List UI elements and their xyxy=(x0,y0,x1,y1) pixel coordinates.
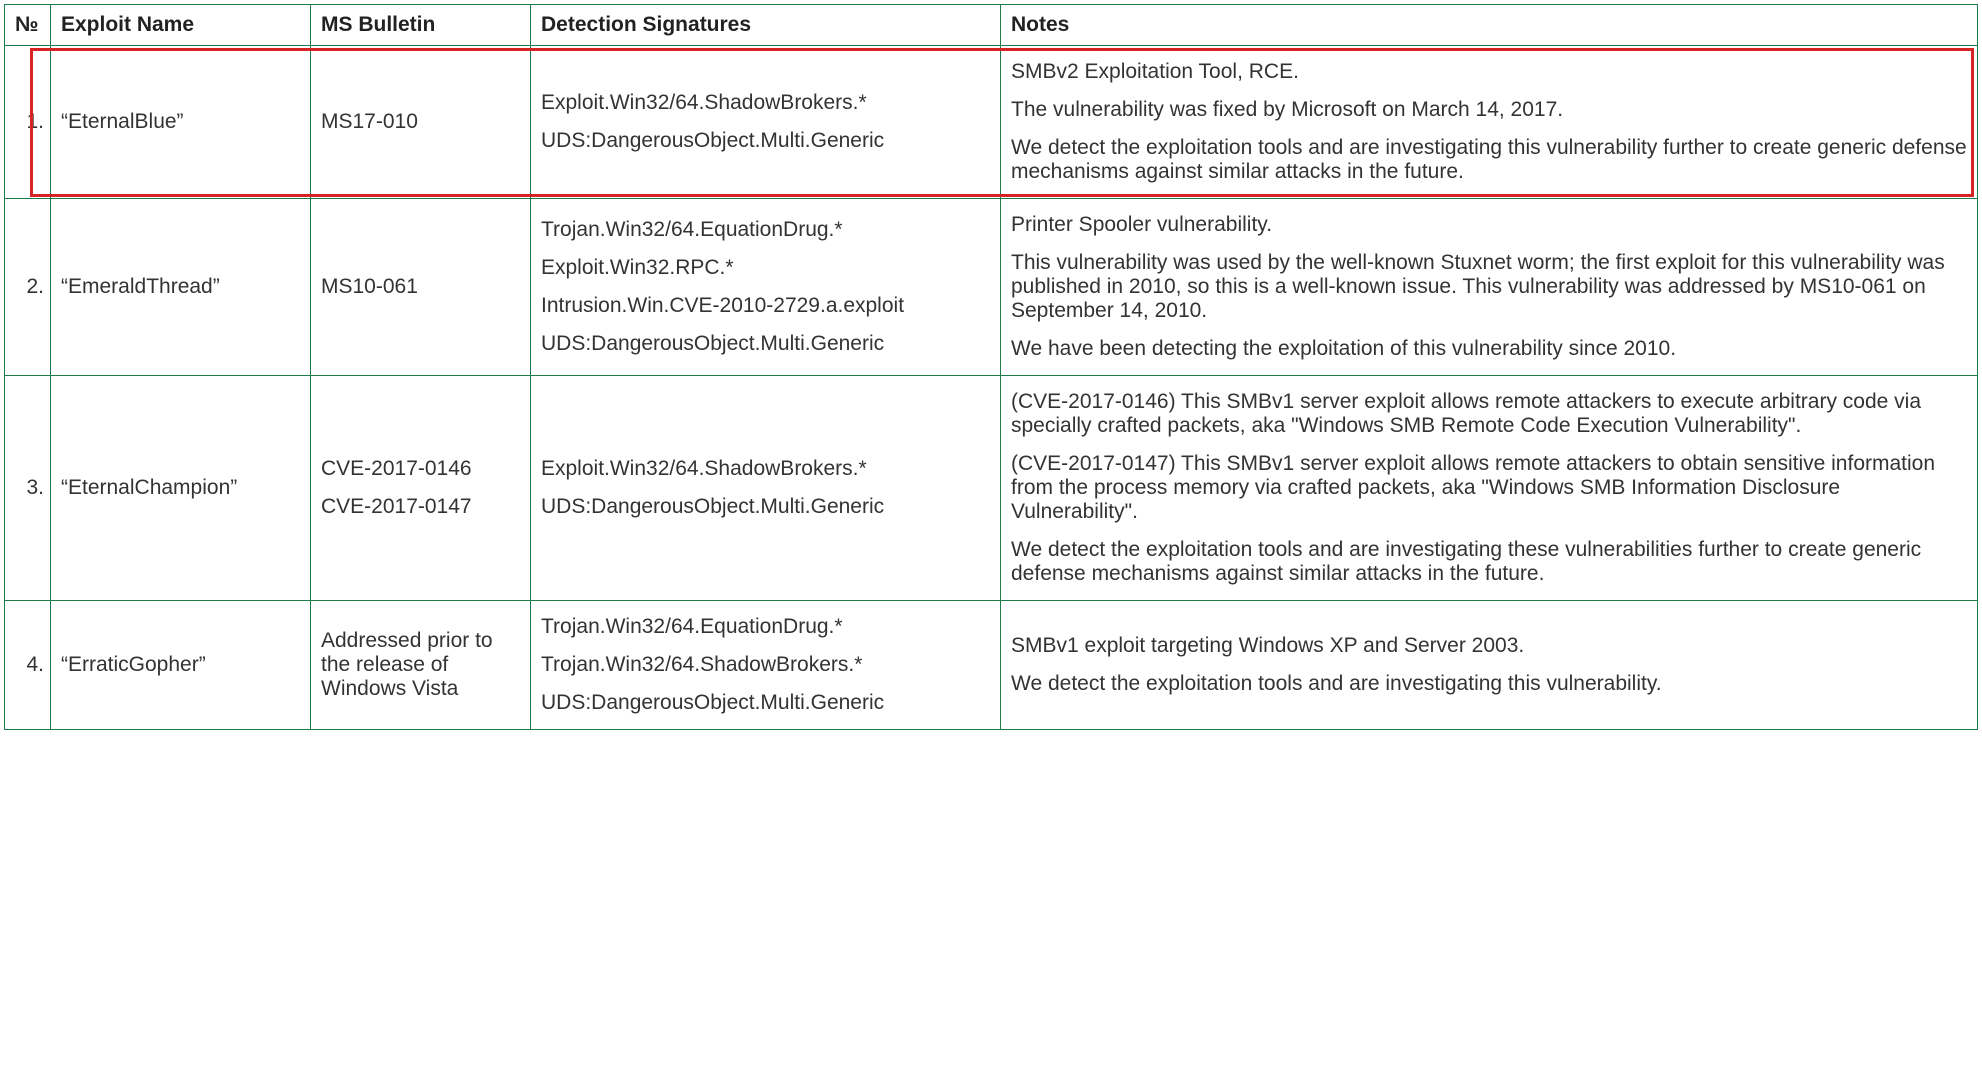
cell-bulletin: MS17-010 xyxy=(311,46,531,199)
exploit-table-wrap: № Exploit Name MS Bulletin Detection Sig… xyxy=(4,4,1978,730)
note-paragraph: (CVE-2017-0147) This SMBv1 server exploi… xyxy=(1011,452,1967,524)
signature-line: Exploit.Win32.RPC.* xyxy=(541,256,990,280)
exploit-table: № Exploit Name MS Bulletin Detection Sig… xyxy=(4,4,1978,730)
signature-line: UDS:DangerousObject.Multi.Generic xyxy=(541,332,990,356)
table-header-row: № Exploit Name MS Bulletin Detection Sig… xyxy=(5,5,1978,46)
signature-line: Intrusion.Win.CVE-2010-2729.a.exploit xyxy=(541,294,990,318)
cell-signatures: Exploit.Win32/64.ShadowBrokers.* UDS:Dang… xyxy=(531,376,1001,601)
cell-exploit-name: “EmeraldThread” xyxy=(51,199,311,376)
note-paragraph: Printer Spooler vulnerability. xyxy=(1011,213,1967,237)
cell-signatures: Trojan.Win32/64.EquationDrug.* Exploit.Wi… xyxy=(531,199,1001,376)
note-paragraph: SMBv2 Exploitation Tool, RCE. xyxy=(1011,60,1967,84)
col-header-signatures: Detection Signatures xyxy=(531,5,1001,46)
note-paragraph: We have been detecting the exploitation … xyxy=(1011,337,1967,361)
note-paragraph: SMBv1 exploit targeting Windows XP and S… xyxy=(1011,634,1967,658)
signature-line: Trojan.Win32/64.EquationDrug.* xyxy=(541,615,990,639)
bulletin-line: MS17-010 xyxy=(321,110,520,134)
col-header-num: № xyxy=(5,5,51,46)
cell-notes: Printer Spooler vulnerability. This vulne… xyxy=(1001,199,1978,376)
note-paragraph: This vulnerability was used by the well-… xyxy=(1011,251,1967,323)
cell-bulletin: CVE-2017-0146 CVE-2017-0147 xyxy=(311,376,531,601)
signature-line: Trojan.Win32/64.EquationDrug.* xyxy=(541,218,990,242)
signature-line: Exploit.Win32/64.ShadowBrokers.* xyxy=(541,91,990,115)
cell-num: 2. xyxy=(5,199,51,376)
col-header-bulletin: MS Bulletin xyxy=(311,5,531,46)
cell-bulletin: MS10-061 xyxy=(311,199,531,376)
cell-notes: SMBv1 exploit targeting Windows XP and S… xyxy=(1001,601,1978,730)
bulletin-line: CVE-2017-0147 xyxy=(321,495,520,519)
cell-num: 3. xyxy=(5,376,51,601)
note-paragraph: We detect the exploitation tools and are… xyxy=(1011,672,1967,696)
note-paragraph: We detect the exploitation tools and are… xyxy=(1011,136,1967,184)
note-paragraph: The vulnerability was fixed by Microsoft… xyxy=(1011,98,1967,122)
table-row: 1.“EternalBlue” MS17-010 Exploit.Win32/64.… xyxy=(5,46,1978,199)
bulletin-line: CVE-2017-0146 xyxy=(321,457,520,481)
bulletin-line: Addressed prior to the release of Window… xyxy=(321,629,520,701)
bulletin-line: MS10-061 xyxy=(321,275,520,299)
table-row: 3.“EternalChampion”CVE-2017-0146CVE-2017… xyxy=(5,376,1978,601)
note-paragraph: We detect the exploitation tools and are… xyxy=(1011,538,1967,586)
signature-line: UDS:DangerousObject.Multi.Generic xyxy=(541,691,990,715)
cell-num: 1. xyxy=(5,46,51,199)
cell-exploit-name: “EternalChampion” xyxy=(51,376,311,601)
col-header-name: Exploit Name xyxy=(51,5,311,46)
note-paragraph: (CVE-2017-0146) This SMBv1 server exploi… xyxy=(1011,390,1967,438)
cell-num: 4. xyxy=(5,601,51,730)
cell-exploit-name: “EternalBlue” xyxy=(51,46,311,199)
cell-signatures: Exploit.Win32/64.ShadowBrokers.* UDS:Dang… xyxy=(531,46,1001,199)
signature-line: UDS:DangerousObject.Multi.Generic xyxy=(541,129,990,153)
table-row: 4.“ErraticGopher”Addressed prior to the … xyxy=(5,601,1978,730)
col-header-notes: Notes xyxy=(1001,5,1978,46)
signature-line: Exploit.Win32/64.ShadowBrokers.* xyxy=(541,457,990,481)
cell-notes: (CVE-2017-0146) This SMBv1 server exploi… xyxy=(1001,376,1978,601)
cell-signatures: Trojan.Win32/64.EquationDrug.* Trojan.Win… xyxy=(531,601,1001,730)
cell-notes: SMBv2 Exploitation Tool, RCE. The vulnera… xyxy=(1001,46,1978,199)
signature-line: Trojan.Win32/64.ShadowBrokers.* xyxy=(541,653,990,677)
signature-line: UDS:DangerousObject.Multi.Generic xyxy=(541,495,990,519)
table-row: 2.“EmeraldThread” MS10-061 Trojan.Win32/64… xyxy=(5,199,1978,376)
cell-exploit-name: “ErraticGopher” xyxy=(51,601,311,730)
cell-bulletin: Addressed prior to the release of Window… xyxy=(311,601,531,730)
